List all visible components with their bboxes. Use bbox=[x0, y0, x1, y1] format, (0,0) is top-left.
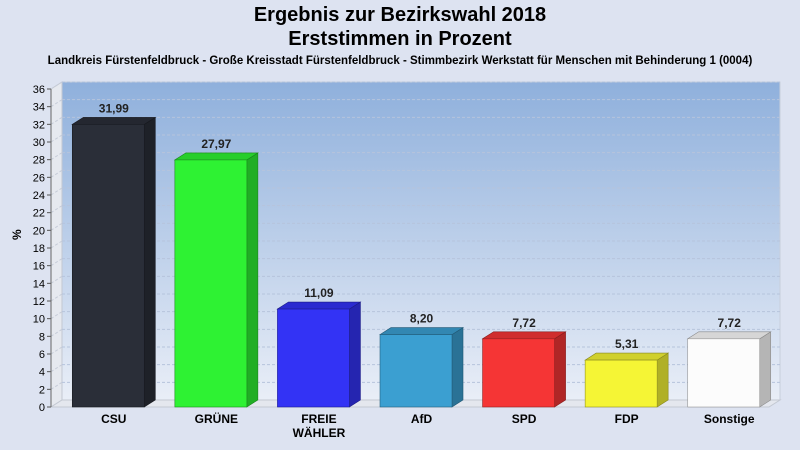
gridline-side bbox=[50, 99, 63, 108]
y-tick-label: 32 bbox=[33, 119, 45, 131]
y-tick-label: 2 bbox=[39, 384, 45, 396]
x-tick-label: CSU bbox=[101, 412, 126, 426]
y-tick-label: 34 bbox=[33, 102, 45, 114]
bar-side bbox=[349, 301, 361, 408]
data-label: 31,99 bbox=[99, 101, 129, 115]
y-tick-label: 36 bbox=[33, 84, 45, 96]
bar bbox=[379, 334, 453, 408]
bar-top bbox=[584, 352, 670, 361]
x-tick-label: AfD bbox=[411, 412, 433, 426]
bar-afd bbox=[378, 327, 465, 408]
gridline-side bbox=[50, 81, 63, 90]
y-tick-label: 10 bbox=[33, 314, 45, 326]
bar-top bbox=[71, 117, 157, 125]
bar-side bbox=[554, 331, 566, 408]
chart-description: Landkreis Fürstenfeldbruck - Große Kreis… bbox=[47, 55, 753, 67]
x-tick-label: WÄHLER bbox=[293, 425, 346, 440]
y-tick-label: 8 bbox=[39, 331, 45, 343]
y-tick-label: 18 bbox=[33, 243, 45, 255]
bar-top bbox=[481, 331, 567, 340]
gridline-side bbox=[50, 134, 63, 143]
gridline-side bbox=[50, 152, 63, 161]
data-label: 7,72 bbox=[718, 316, 742, 330]
gridline-side bbox=[50, 258, 63, 267]
bar-top bbox=[276, 301, 362, 310]
gridline-side bbox=[50, 364, 63, 373]
bar bbox=[482, 338, 555, 408]
x-tick-label: GRÜNE bbox=[195, 411, 238, 426]
y-tick-label: 12 bbox=[33, 296, 45, 308]
data-label: 7,72 bbox=[512, 316, 536, 330]
bar-top bbox=[378, 327, 465, 335]
bar bbox=[174, 159, 248, 408]
y-tick-label: 22 bbox=[33, 208, 45, 220]
bar-spd bbox=[481, 331, 567, 408]
x-tick-label: SPD bbox=[512, 412, 537, 426]
gridline-side bbox=[50, 346, 63, 355]
chart-title: Ergebnis zur Bezirkswahl 2018 bbox=[253, 4, 547, 26]
gridline-side bbox=[50, 275, 63, 284]
x-tick-label: FDP bbox=[615, 412, 639, 426]
bar-side bbox=[451, 327, 464, 408]
y-tick-label: 6 bbox=[39, 349, 45, 361]
y-tick-label: 16 bbox=[33, 261, 45, 273]
bar-grüne bbox=[173, 152, 259, 408]
data-label: 8,20 bbox=[410, 312, 434, 326]
bar-fdp bbox=[584, 352, 670, 408]
bar-side bbox=[143, 116, 156, 408]
bar bbox=[71, 124, 145, 408]
y-tick-label: 30 bbox=[33, 137, 45, 149]
gridline-side bbox=[50, 205, 63, 214]
gridline-side bbox=[50, 187, 63, 196]
chart-subtitle: Erststimmen in Prozent bbox=[288, 28, 512, 50]
bar bbox=[277, 308, 350, 408]
bar-side bbox=[656, 352, 669, 408]
data-label: 27,97 bbox=[201, 137, 231, 151]
gridline-side bbox=[50, 293, 63, 302]
gridline-side bbox=[50, 222, 63, 231]
y-tick-label: 14 bbox=[33, 278, 45, 290]
y-tick-label: 28 bbox=[33, 155, 45, 167]
bar-freie-wähler bbox=[276, 301, 362, 408]
gridline-side bbox=[50, 328, 63, 337]
bar bbox=[687, 338, 761, 408]
gridline-side bbox=[50, 381, 63, 390]
bar-top bbox=[173, 152, 259, 161]
x-tick-label: FREIE bbox=[301, 412, 336, 426]
bar-side bbox=[246, 152, 259, 408]
y-tick-label: 20 bbox=[33, 225, 45, 237]
y-tick-label: 0 bbox=[39, 402, 45, 414]
data-label: 11,09 bbox=[304, 286, 334, 300]
bar-sonstige bbox=[686, 331, 772, 408]
y-tick-label: 4 bbox=[39, 367, 45, 379]
y-tick-label: 26 bbox=[33, 172, 45, 184]
gridline-side bbox=[50, 169, 63, 178]
x-tick-label: Sonstige bbox=[704, 412, 755, 426]
gridline-side bbox=[50, 311, 63, 320]
bar-top bbox=[686, 331, 772, 340]
data-label: 5,31 bbox=[615, 337, 639, 351]
gridline-side bbox=[50, 240, 63, 249]
bar-csu bbox=[71, 116, 157, 408]
bar-side bbox=[759, 331, 772, 408]
gridline-side bbox=[50, 116, 63, 125]
y-tick-label: 24 bbox=[33, 190, 45, 202]
bar bbox=[584, 359, 658, 408]
